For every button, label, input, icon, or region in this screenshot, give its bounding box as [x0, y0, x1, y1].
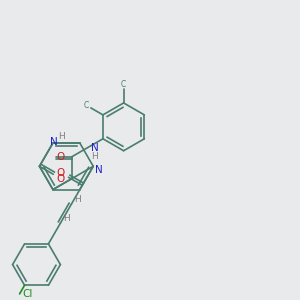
Text: H: H — [58, 131, 65, 140]
Text: N: N — [95, 165, 103, 175]
Text: C: C — [121, 80, 126, 88]
Text: H: H — [74, 195, 81, 204]
Text: O: O — [56, 174, 65, 184]
Text: N: N — [50, 137, 58, 147]
Text: N: N — [91, 143, 99, 153]
Text: O: O — [56, 168, 64, 178]
Text: Cl: Cl — [22, 289, 33, 299]
Text: C: C — [84, 101, 89, 110]
Text: H: H — [63, 214, 70, 223]
Text: H: H — [92, 152, 98, 161]
Text: O: O — [57, 152, 65, 162]
